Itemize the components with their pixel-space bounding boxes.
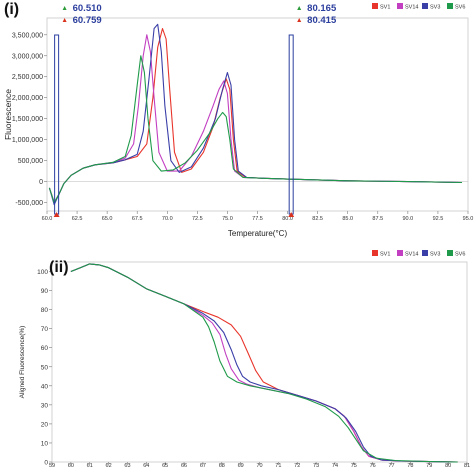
legend-swatch <box>372 3 378 9</box>
x-tick-label: 76 <box>370 463 376 469</box>
cursor-value-bottom: 80.415 <box>307 15 337 26</box>
y-tick-label: 0 <box>44 460 48 467</box>
panel-label: (ii) <box>49 259 69 276</box>
plot-area <box>51 261 468 463</box>
y-tick-label: 20 <box>41 421 49 428</box>
legend-label: SV14 <box>405 5 418 11</box>
x-tick-label: 75.0 <box>222 216 233 222</box>
legend-label: SV3 <box>430 5 440 11</box>
x-tick-label: 74 <box>332 463 338 469</box>
series-line-sv6 <box>70 263 458 463</box>
x-tick-label: 68 <box>219 463 225 469</box>
y-tick-label: 0 <box>39 179 43 186</box>
x-tick-label: 78 <box>407 463 413 469</box>
x-tick-label: 62.5 <box>72 216 83 222</box>
y-tick-label: 70 <box>41 326 49 333</box>
x-tick-label: 65.0 <box>102 216 113 222</box>
x-tick-label: 80.0 <box>282 216 293 222</box>
legend-label: SV6 <box>455 252 465 258</box>
x-tick-label: 71 <box>275 463 281 469</box>
x-tick-label: 85.0 <box>342 216 353 222</box>
x-tick-label: 95.0 <box>463 216 474 222</box>
x-tick-label: 75 <box>351 463 357 469</box>
x-tick-label: 64 <box>143 463 149 469</box>
x-tick-label: 69 <box>238 463 244 469</box>
y-tick-label: 100 <box>37 269 48 276</box>
y-tick-label: 2,000,000 <box>12 95 43 102</box>
x-tick-label: 72 <box>294 463 300 469</box>
x-tick-label: 59 <box>49 463 55 469</box>
legend-label: SV3 <box>430 252 440 258</box>
x-tick-label: 60.0 <box>42 216 53 222</box>
cursor-up-icon <box>297 6 302 10</box>
y-tick-label: 30 <box>41 402 49 409</box>
cursor-up-icon <box>62 6 67 10</box>
x-tick-label: 66 <box>181 463 187 469</box>
y-tick-label: -500,000 <box>15 200 43 207</box>
legend-swatch <box>422 250 428 256</box>
x-tick-label: 60 <box>68 463 74 469</box>
y-tick-label: 1,500,000 <box>12 116 43 123</box>
x-tick-label: 80 <box>445 463 451 469</box>
cursor-value-top: 60.510 <box>73 3 102 14</box>
x-tick-label: 70.0 <box>162 216 173 222</box>
y-tick-label: 2,500,000 <box>12 74 43 81</box>
legend-swatch <box>397 3 403 9</box>
x-tick-label: 79 <box>426 463 432 469</box>
x-tick-label: 65 <box>162 463 168 469</box>
plot-area <box>46 17 469 212</box>
y-tick-label: 10 <box>41 440 49 447</box>
y-tick-label: 40 <box>41 383 49 390</box>
x-tick-label: 62 <box>106 463 112 469</box>
y-tick-label: 500,000 <box>18 158 43 165</box>
legend-label: SV1 <box>380 5 390 11</box>
y-tick-label: 80 <box>41 307 49 314</box>
cursor-marker-right <box>288 212 295 217</box>
cursor-value-bottom: 60.759 <box>73 15 102 26</box>
x-tick-label: 77.5 <box>252 216 263 222</box>
x-tick-label: 82.5 <box>312 216 323 222</box>
legend-swatch <box>422 3 428 9</box>
cursor-marker-left <box>53 212 60 217</box>
panel-label: (i) <box>4 1 19 18</box>
x-tick-label: 61 <box>87 463 93 469</box>
y-tick-label: 3,000,000 <box>12 53 43 60</box>
x-tick-label: 90.0 <box>402 216 413 222</box>
x-tick-label: 87.5 <box>372 216 383 222</box>
y-tick-label: 3,500,000 <box>12 32 43 39</box>
melt-curve-chart: -500,000 0 500,000 1,000,000 1,500,000 2,000,… <box>3 1 473 238</box>
cursor-value-top: 80.165 <box>307 3 337 14</box>
legend-label: SV14 <box>405 252 418 258</box>
aligned-melt-curve-chart: 0 10 20 30 40 50 60 70 80 90 100 59 60 61 62 63 64 65 66 67… <box>19 250 470 469</box>
legend-label: SV6 <box>455 5 465 11</box>
series-line-sv6 <box>48 55 463 204</box>
x-tick-label: 73 <box>313 463 319 469</box>
x-tick-label: 92.5 <box>433 216 444 222</box>
x-tick-label: 63 <box>124 463 130 469</box>
x-tick-label: 70 <box>256 463 262 469</box>
x-axis-label: Temperature(°C) <box>228 229 288 238</box>
legend-swatch <box>447 250 453 256</box>
x-tick-label: 67.5 <box>132 216 143 222</box>
legend-swatch <box>372 250 378 256</box>
y-tick-label: 50 <box>41 364 49 371</box>
x-tick-label: 81 <box>464 463 470 469</box>
y-axis-label: Fluorescence <box>3 89 13 140</box>
y-tick-label: 60 <box>41 345 49 352</box>
y-tick-label: 1,000,000 <box>12 137 43 144</box>
x-tick-label: 72.5 <box>192 216 203 222</box>
y-axis-label: Aligned Fluorescence(%) <box>19 326 26 399</box>
cursor-down-icon <box>297 18 302 22</box>
legend-swatch <box>397 250 403 256</box>
y-tick-label: 90 <box>41 288 49 295</box>
cursor-down-icon <box>62 18 67 22</box>
legend-label: SV1 <box>380 252 390 258</box>
legend-swatch <box>447 3 453 9</box>
x-tick-label: 77 <box>388 463 394 469</box>
x-tick-label: 67 <box>200 463 206 469</box>
